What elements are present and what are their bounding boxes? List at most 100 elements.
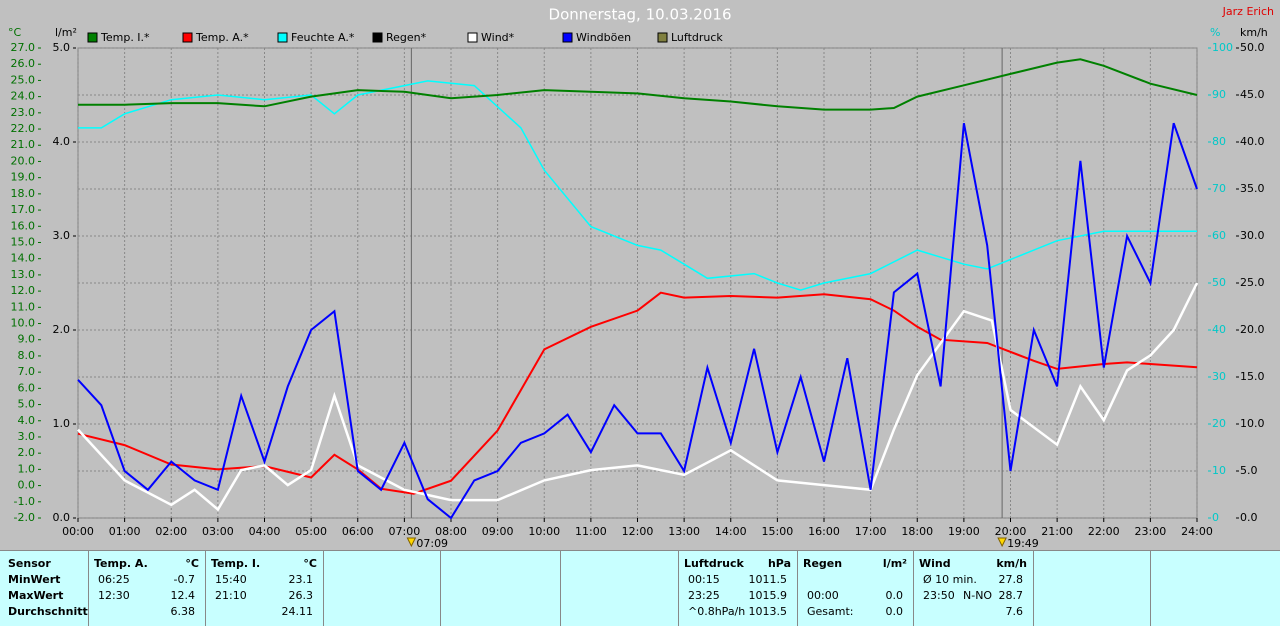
cell-value: 1015.9 <box>748 589 788 602</box>
y-tick-label: 10.0 <box>11 317 36 330</box>
y-tick-label: 2.0 <box>53 323 71 336</box>
cell-time: Gesamt: <box>807 605 854 618</box>
y-tick-label: 45.0 <box>1240 88 1265 101</box>
x-tick-label: 09:00 <box>482 525 514 538</box>
row-label: Durchschnitt <box>8 605 88 618</box>
x-tick-label: 24:00 <box>1181 525 1213 538</box>
y-tick-label: 20 <box>1212 417 1226 430</box>
y-tick-label: 40.0 <box>1240 135 1265 148</box>
y-tick-label: 25.0 <box>11 73 36 86</box>
y-tick-label: 80 <box>1212 135 1226 148</box>
y-tick-label: 14.0 <box>11 252 36 265</box>
x-tick-label: 15:00 <box>762 525 794 538</box>
cell-value: -0.7 <box>173 573 195 586</box>
legend-label: Regen* <box>386 31 427 44</box>
x-tick-label: 17:00 <box>855 525 887 538</box>
group-unit: °C <box>303 557 317 570</box>
cell-time: ^0.8hPa/h <box>688 605 746 618</box>
y-tick-label: 40 <box>1212 323 1226 336</box>
y-tick-label: 0.0 <box>1240 511 1258 524</box>
y-tick-label: 50.0 <box>1240 41 1265 54</box>
y-tick-label: 1.0 <box>18 462 36 475</box>
cell-value: 1011.5 <box>748 573 788 586</box>
x-tick-label: 22:00 <box>1088 525 1120 538</box>
group-title: Wind <box>919 557 951 570</box>
legend-label: Luftdruck <box>671 31 723 44</box>
data-line <box>77 282 1199 512</box>
y-tick-label: 60 <box>1212 229 1226 242</box>
cell-value: 0.0 <box>885 605 904 618</box>
y-tick-label: 27.0 <box>11 41 36 54</box>
legend-label: Wind* <box>481 31 515 44</box>
y-tick-label: 30 <box>1212 370 1226 383</box>
y-tick-label: 1.0 <box>53 417 71 430</box>
stats-table: Sensor MinWert MaxWert Durchschnitt Temp. A.… <box>0 550 1280 626</box>
cell-value: 26.3 <box>288 589 314 602</box>
y-tick-label: 2.0 <box>18 446 36 459</box>
x-tick-label: 19:00 <box>948 525 980 538</box>
y-tick-label: 11.0 <box>11 300 36 313</box>
y-tick-label: 19.0 <box>11 171 36 184</box>
y-tick-label: 13.0 <box>11 268 36 281</box>
x-tick-label: 08:00 <box>435 525 467 538</box>
group-title: Temp. I. <box>211 557 261 570</box>
y-tick-label: 0.0 <box>18 479 36 492</box>
cell-value: 12.4 <box>170 589 196 602</box>
data-line <box>77 122 1198 520</box>
row-label: Sensor <box>8 557 51 570</box>
data-line <box>78 58 1198 111</box>
y-tick-label: 17.0 <box>11 203 36 216</box>
y-tick-label: 100 <box>1212 41 1233 54</box>
cell-time: 23:50 <box>923 589 955 602</box>
y-tick-label: 70 <box>1212 182 1226 195</box>
x-tick-label: 11:00 <box>575 525 607 538</box>
legend-label: Temp. I.* <box>100 31 150 44</box>
x-tick-label: 03:00 <box>202 525 234 538</box>
y-tick-label: -2.0 <box>14 511 35 524</box>
cell-value: 7.6 <box>1005 605 1024 618</box>
x-tick-label: 07:00 <box>389 525 421 538</box>
chart: Donnerstag, 10.03.2016 Jarz Erich 00:00 0… <box>8 5 1274 550</box>
legend-swatch <box>562 32 573 43</box>
axis-label: % <box>1210 26 1220 39</box>
x-tick-label: 05:00 <box>295 525 327 538</box>
y-tick-label: 4.0 <box>18 414 36 427</box>
y-tick-label: 5.0 <box>53 41 71 54</box>
separator <box>1150 551 1151 626</box>
separator <box>560 551 561 626</box>
separator <box>1033 551 1034 626</box>
y-tick-label: 20.0 <box>1240 323 1265 336</box>
separator <box>913 551 914 626</box>
y-tick-label: 5.0 <box>1240 464 1258 477</box>
cell-time: 00:15 <box>688 573 720 586</box>
y-tick-label: 4.0 <box>53 135 71 148</box>
y-tick-label: 30.0 <box>1240 229 1265 242</box>
legend-label: Windböen <box>576 31 631 44</box>
x-tick-label: 16:00 <box>808 525 840 538</box>
sun-icon <box>997 537 1007 548</box>
y-tick-label: 18.0 <box>11 187 36 200</box>
y-tick-label: 3.0 <box>18 430 36 443</box>
cell-value: 28.7 <box>998 589 1024 602</box>
axis-label: °C <box>8 26 22 39</box>
y-tick-label: 15.0 <box>1240 370 1265 383</box>
separator <box>678 551 679 626</box>
y-tick-label: 15.0 <box>11 235 36 248</box>
y-tick-label: 35.0 <box>1240 182 1265 195</box>
x-tick-label: 13:00 <box>668 525 700 538</box>
legend-swatch <box>657 32 668 43</box>
x-tick-label: 02:00 <box>155 525 187 538</box>
y-tick-label: 50 <box>1212 276 1226 289</box>
separator <box>797 551 798 626</box>
group-unit: km/h <box>996 557 1027 570</box>
row-label: MinWert <box>8 573 61 586</box>
author: Jarz Erich <box>1222 5 1274 18</box>
x-tick-label: 20:00 <box>995 525 1027 538</box>
cell-time: 12:30 <box>98 589 130 602</box>
legend-swatch <box>277 32 288 43</box>
x-tick-label: 00:00 <box>62 525 94 538</box>
y-tick-label: 0 <box>1212 511 1219 524</box>
cell-time: 00:00 <box>807 589 839 602</box>
x-tick-label: 23:00 <box>1135 525 1167 538</box>
